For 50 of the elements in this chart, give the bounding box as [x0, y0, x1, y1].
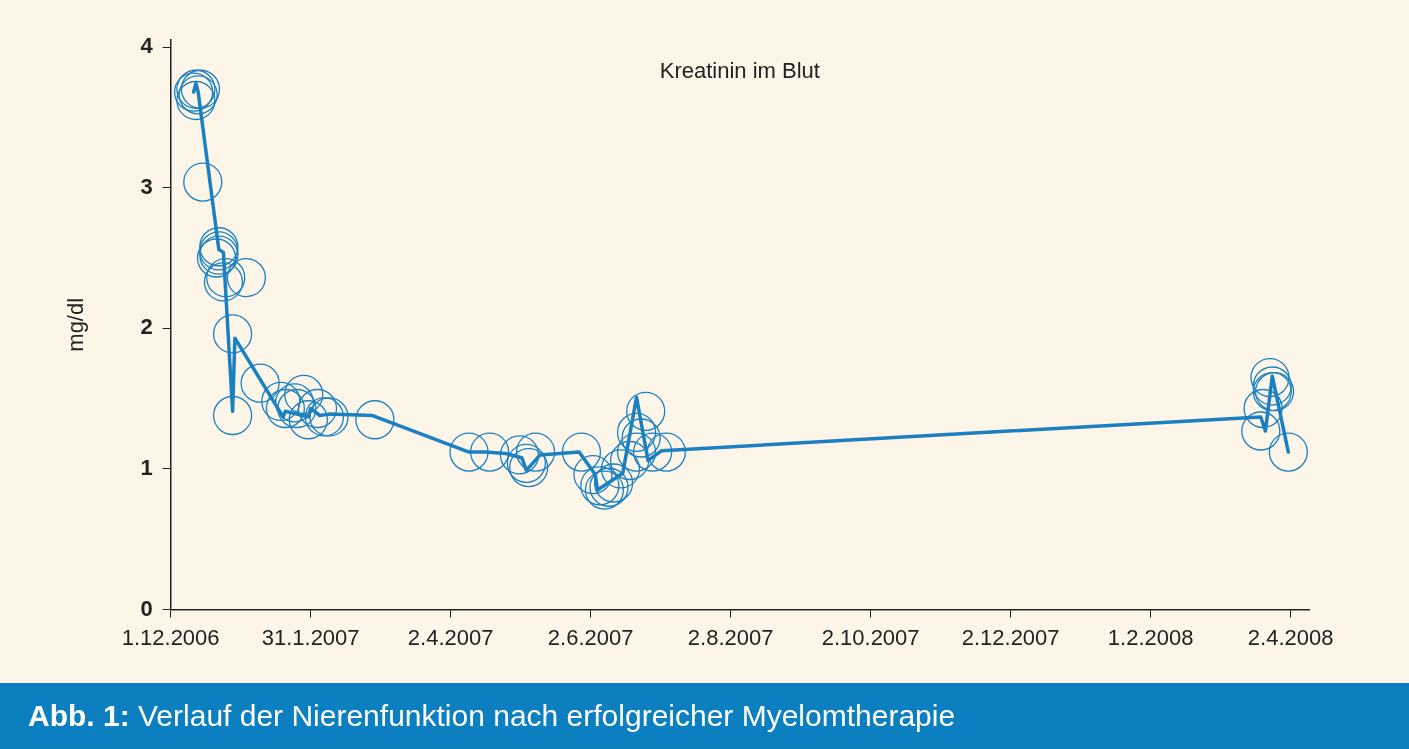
x-tick-label: 1.2.2008: [1107, 624, 1194, 650]
y-tick-label: 2: [140, 314, 153, 340]
point: [600, 449, 641, 489]
point: [1241, 411, 1281, 451]
y-axis-title: mg/dl: [63, 297, 89, 352]
y-tick-label: 1: [140, 455, 153, 481]
annotation: Kreatinin im Blut: [659, 58, 820, 84]
point: [1250, 357, 1290, 398]
y-tick-label: 4: [140, 33, 154, 59]
point: [284, 374, 324, 415]
point: [226, 258, 267, 298]
point: [499, 435, 540, 475]
point: [288, 400, 328, 440]
point: [1268, 432, 1308, 472]
point: [297, 388, 338, 429]
x-tick-label: 2.10.2007: [821, 624, 920, 650]
point: [212, 314, 253, 354]
point: [610, 440, 650, 481]
text: Abb. 1: Verlauf der Nierenfunktion nach erfolgreicher Myelomtherapie: [0, 683, 1409, 749]
point: [277, 388, 317, 429]
point: [470, 432, 510, 472]
x-tick-label: 31.1.2007: [261, 624, 360, 650]
point: [261, 381, 301, 422]
x-tick-label: 2.4.2007: [407, 624, 494, 650]
point: [561, 432, 602, 472]
point: [176, 80, 216, 121]
y-tick-label: 0: [140, 595, 153, 621]
point: [1252, 366, 1292, 406]
x-tick-label: 2.6.2007: [547, 624, 634, 650]
point: [265, 388, 306, 429]
point: [616, 412, 657, 453]
point: [632, 432, 673, 472]
point: [626, 391, 666, 431]
x-tick-label: 1.12.2006: [121, 624, 220, 650]
point: [183, 162, 223, 202]
point: [621, 418, 661, 458]
point: [449, 432, 489, 472]
point: [573, 454, 613, 495]
point: [240, 363, 280, 403]
point: [212, 395, 253, 436]
y-tick-label: 3: [140, 173, 153, 199]
point: [616, 432, 657, 472]
point: [1243, 388, 1283, 429]
x-tick-label: 2.8.2007: [687, 624, 774, 650]
point: [355, 400, 395, 440]
x-tick-label: 2.12.2007: [961, 624, 1060, 650]
point: [274, 383, 315, 423]
point: [515, 432, 556, 472]
point: [646, 432, 687, 472]
x-tick-label: 2.4.2008: [1247, 624, 1334, 650]
